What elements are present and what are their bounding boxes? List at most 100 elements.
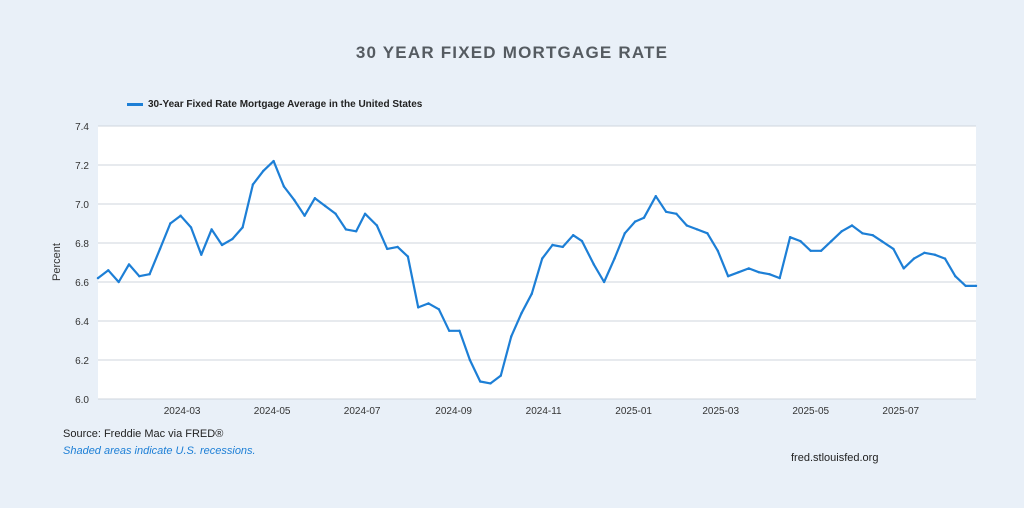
y-tick-label: 7.2 bbox=[75, 161, 89, 172]
x-tick-label: 2025-05 bbox=[792, 406, 829, 417]
series-points bbox=[96, 159, 978, 385]
y-axis-label: Percent bbox=[51, 243, 63, 281]
x-tick-label: 2024-11 bbox=[526, 406, 562, 417]
fred-credit: fred.stlouisfed.org bbox=[791, 452, 879, 464]
data-point bbox=[158, 247, 162, 251]
data-point bbox=[716, 249, 719, 252]
data-point bbox=[747, 267, 750, 270]
data-point bbox=[427, 302, 430, 305]
data-point bbox=[809, 249, 812, 252]
data-point bbox=[954, 275, 957, 278]
data-point bbox=[386, 247, 389, 251]
x-axis-tick-labels: 2024-03 2024-05 2024-07 2024-09 2024-11 2025-… bbox=[164, 406, 920, 417]
data-point bbox=[117, 280, 120, 284]
data-point bbox=[654, 195, 657, 198]
y-tick-label: 6.0 bbox=[75, 395, 89, 406]
data-point bbox=[179, 214, 182, 217]
data-point bbox=[107, 269, 110, 272]
legend-line-swatch bbox=[127, 103, 143, 106]
data-point bbox=[437, 308, 441, 311]
data-point bbox=[282, 185, 286, 188]
data-point bbox=[602, 280, 606, 284]
data-point bbox=[148, 273, 151, 276]
data-point bbox=[871, 234, 874, 237]
data-point bbox=[861, 232, 864, 235]
x-tick-label: 2025-01 bbox=[615, 406, 652, 417]
data-point bbox=[324, 204, 327, 208]
data-point bbox=[241, 226, 244, 229]
data-point bbox=[592, 263, 595, 266]
data-point bbox=[355, 230, 358, 233]
y-tick-label: 6.8 bbox=[75, 239, 89, 250]
data-point bbox=[510, 335, 513, 338]
data-point bbox=[788, 236, 792, 239]
data-point bbox=[417, 306, 420, 309]
data-point bbox=[231, 237, 234, 241]
y-tick-label: 7.0 bbox=[75, 200, 89, 211]
data-point bbox=[189, 226, 193, 229]
data-point bbox=[768, 273, 771, 276]
data-point bbox=[138, 275, 141, 278]
plot-area bbox=[98, 126, 976, 399]
legend-label: 30-Year Fixed Rate Mortgage Average in t… bbox=[148, 99, 423, 110]
data-point bbox=[799, 239, 802, 243]
data-point bbox=[479, 380, 482, 383]
data-point bbox=[303, 214, 306, 217]
x-tick-label: 2024-09 bbox=[435, 406, 472, 417]
data-point bbox=[293, 198, 296, 202]
data-point bbox=[880, 239, 883, 243]
data-point bbox=[675, 212, 678, 215]
data-point bbox=[363, 212, 367, 215]
data-point bbox=[778, 276, 781, 280]
source-text: Source: Freddie Mac via FRED® bbox=[63, 428, 224, 440]
data-point bbox=[572, 234, 575, 237]
x-tick-label: 2024-03 bbox=[164, 406, 201, 417]
data-point bbox=[840, 230, 843, 233]
recession-note: Shaded areas indicate U.S. recessions. bbox=[63, 445, 256, 457]
x-tick-label: 2025-03 bbox=[702, 406, 739, 417]
data-point bbox=[406, 255, 410, 258]
data-point bbox=[642, 216, 646, 219]
data-point bbox=[530, 292, 533, 295]
data-point bbox=[613, 257, 616, 260]
data-point bbox=[262, 169, 265, 173]
data-point bbox=[210, 228, 213, 231]
data-point bbox=[96, 276, 100, 280]
data-point bbox=[830, 239, 833, 243]
data-point bbox=[943, 257, 947, 260]
data-point bbox=[448, 329, 451, 332]
data-point bbox=[169, 222, 172, 225]
data-point bbox=[489, 382, 492, 385]
y-axis-tick-labels: 6.0 6.2 6.4 6.6 6.8 7.0 7.2 7.4 bbox=[75, 122, 89, 406]
x-tick-label: 2025-07 bbox=[882, 406, 919, 417]
series-line bbox=[96, 160, 978, 385]
data-point bbox=[850, 224, 854, 227]
data-point bbox=[580, 239, 584, 243]
y-tick-label: 6.6 bbox=[75, 278, 89, 289]
data-point bbox=[396, 245, 399, 249]
data-point bbox=[561, 245, 564, 249]
chart-title: 30 YEAR FIXED MORTGAGE RATE bbox=[355, 43, 669, 62]
y-tick-label: 6.4 bbox=[75, 317, 89, 328]
data-point bbox=[220, 243, 224, 247]
data-point bbox=[664, 210, 668, 213]
data-point bbox=[541, 257, 544, 260]
data-point bbox=[272, 159, 275, 163]
legend: 30-Year Fixed Rate Mortgage Average in t… bbox=[127, 99, 422, 110]
data-point bbox=[623, 232, 626, 235]
data-point bbox=[964, 284, 967, 288]
data-point bbox=[737, 271, 740, 274]
data-point bbox=[520, 312, 523, 315]
data-point bbox=[912, 257, 916, 260]
data-point bbox=[923, 251, 926, 254]
data-point bbox=[902, 267, 905, 270]
data-point bbox=[499, 374, 502, 377]
data-point bbox=[344, 228, 348, 231]
data-point bbox=[375, 224, 379, 227]
data-point bbox=[685, 224, 688, 227]
data-point bbox=[974, 284, 978, 288]
data-point bbox=[127, 263, 131, 266]
data-point bbox=[819, 249, 823, 252]
data-point bbox=[706, 232, 709, 235]
y-tick-label: 7.4 bbox=[75, 122, 89, 133]
